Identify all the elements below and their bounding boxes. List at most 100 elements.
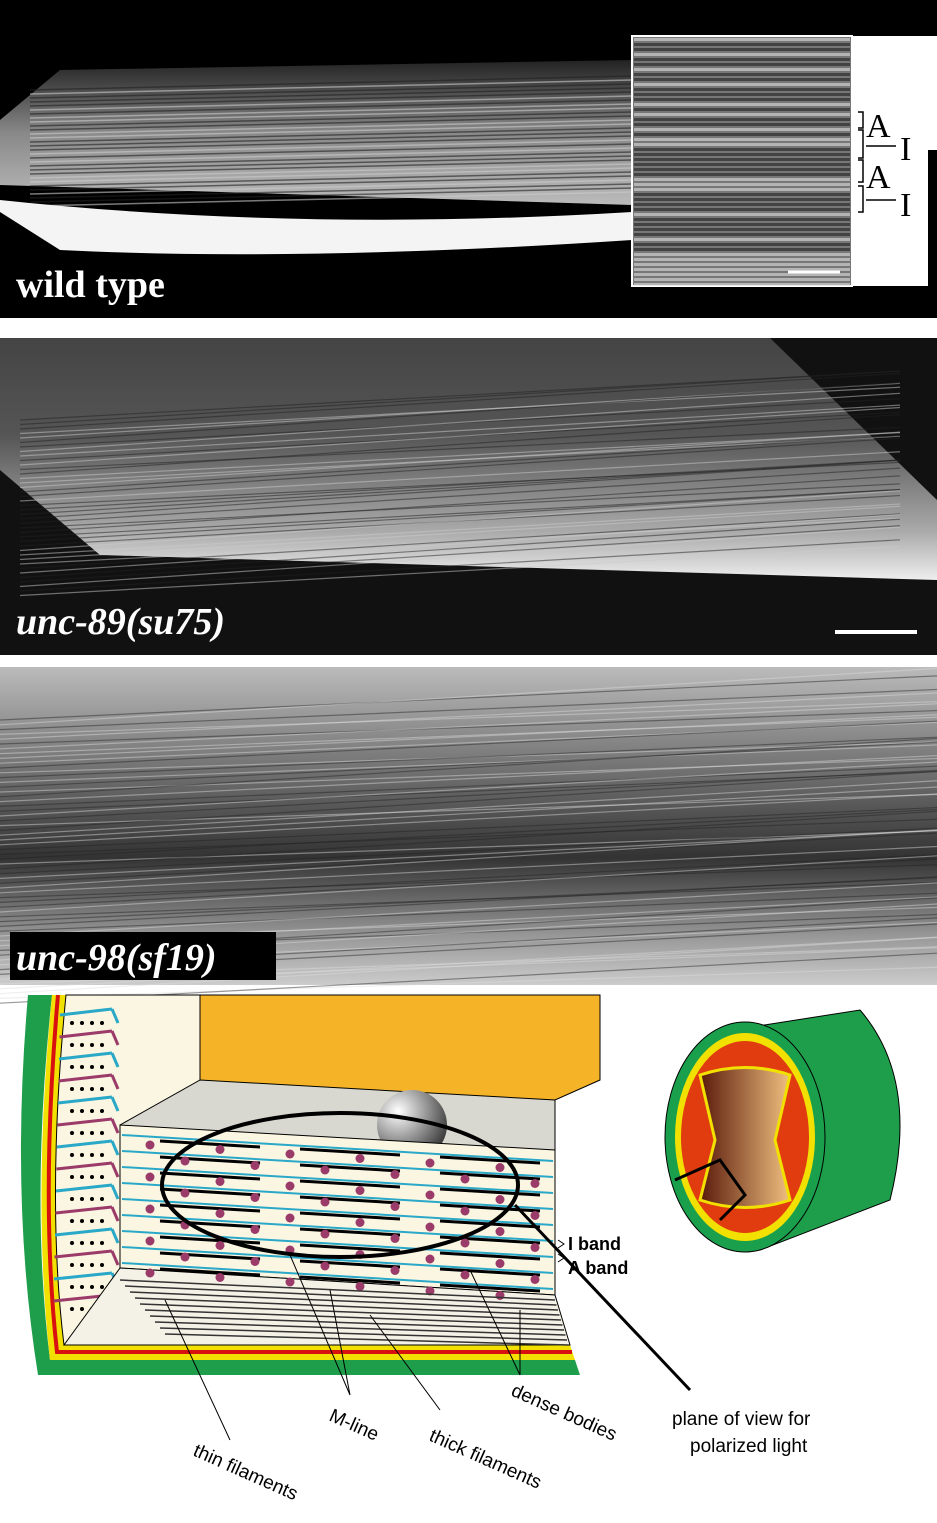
label-bg (10, 932, 276, 980)
stripe (0, 688, 937, 731)
stripe (0, 667, 937, 726)
dot (80, 1153, 84, 1157)
stripe (634, 233, 850, 236)
stripe (0, 818, 937, 855)
dense-body (250, 1225, 260, 1234)
dot (70, 1087, 74, 1091)
stripe (0, 882, 937, 937)
stripe (634, 168, 850, 171)
thin-filament (121, 1134, 554, 1162)
dot (70, 1043, 74, 1047)
stripe (634, 228, 850, 231)
edge (928, 150, 937, 286)
thick-filament (439, 1155, 541, 1165)
dot (90, 1131, 94, 1135)
stripe (19, 526, 901, 588)
stripe (634, 58, 850, 61)
stripe (29, 103, 633, 119)
cavity (698, 1066, 792, 1209)
stripe (29, 75, 633, 91)
stripe (0, 741, 937, 774)
dot (90, 1175, 94, 1179)
dense-body (530, 1211, 540, 1220)
thick-label: thick filaments (426, 1425, 545, 1493)
dot (80, 1109, 84, 1113)
dense-body (320, 1229, 330, 1239)
stripe (0, 936, 937, 995)
stripe (634, 103, 850, 106)
stripe (634, 88, 850, 91)
stripe (634, 263, 850, 266)
dense-body (390, 1170, 400, 1179)
stripe (634, 48, 850, 51)
panel-wild-type: A I A I wild type (0, 0, 937, 318)
thick-filament (159, 1235, 261, 1245)
dot (90, 1065, 94, 1069)
dot (70, 1307, 74, 1311)
stripe (19, 483, 901, 529)
panel-label: unc-98(sf19) (16, 937, 217, 979)
stripe (634, 238, 850, 241)
stripe (634, 68, 850, 71)
stripe (29, 139, 633, 155)
stripe (0, 966, 937, 999)
dense-body (215, 1209, 225, 1218)
stripe (634, 258, 850, 261)
stripe (634, 283, 850, 286)
dense-body (460, 1270, 470, 1280)
stripe (634, 78, 850, 81)
dense-body (285, 1181, 295, 1191)
stripe (634, 143, 850, 146)
thin-filament (121, 1262, 554, 1290)
stripe (19, 513, 901, 570)
stripe (29, 83, 633, 99)
thick-filament (299, 1179, 401, 1189)
dot (100, 1021, 104, 1025)
dot (100, 1153, 104, 1157)
dot (70, 1175, 74, 1179)
stripe (29, 115, 633, 131)
dense-body (355, 1154, 365, 1163)
thick-filament (299, 1259, 401, 1269)
dense-body (460, 1174, 470, 1184)
stripe (19, 451, 901, 502)
label-area (853, 36, 937, 286)
dense-body (460, 1206, 470, 1216)
stripe (29, 99, 633, 115)
inset-label: I (900, 131, 911, 168)
striations (19, 370, 901, 597)
thick-filament (299, 1243, 401, 1253)
thin-filament (121, 1230, 554, 1258)
thick-filament (439, 1171, 541, 1181)
rib (56, 1139, 120, 1156)
dense-body (250, 1161, 260, 1170)
stripe (634, 118, 850, 121)
dot (90, 1043, 94, 1047)
thick-filament (299, 1195, 401, 1205)
stripe (634, 43, 850, 46)
stripe (19, 431, 901, 489)
dot (90, 1263, 94, 1267)
thin-filament (121, 1198, 554, 1226)
stripe (0, 827, 937, 875)
dot (100, 1087, 104, 1091)
stripe (29, 91, 633, 107)
dot (70, 1131, 74, 1135)
rib (55, 1205, 120, 1222)
stripe (0, 808, 937, 860)
dense-body (425, 1158, 435, 1168)
stripe (634, 183, 850, 186)
dense-body (495, 1227, 505, 1236)
ribs (53, 1007, 120, 1311)
stripe (19, 382, 901, 444)
stripe (19, 370, 901, 426)
stripe (634, 273, 850, 276)
dot (70, 1263, 74, 1267)
stripe (19, 518, 901, 579)
floor-filament (159, 1327, 568, 1341)
brackets (858, 111, 896, 213)
thick-filament (439, 1283, 541, 1293)
stripe (0, 877, 937, 923)
stripe (19, 525, 901, 583)
stripe (29, 179, 633, 195)
